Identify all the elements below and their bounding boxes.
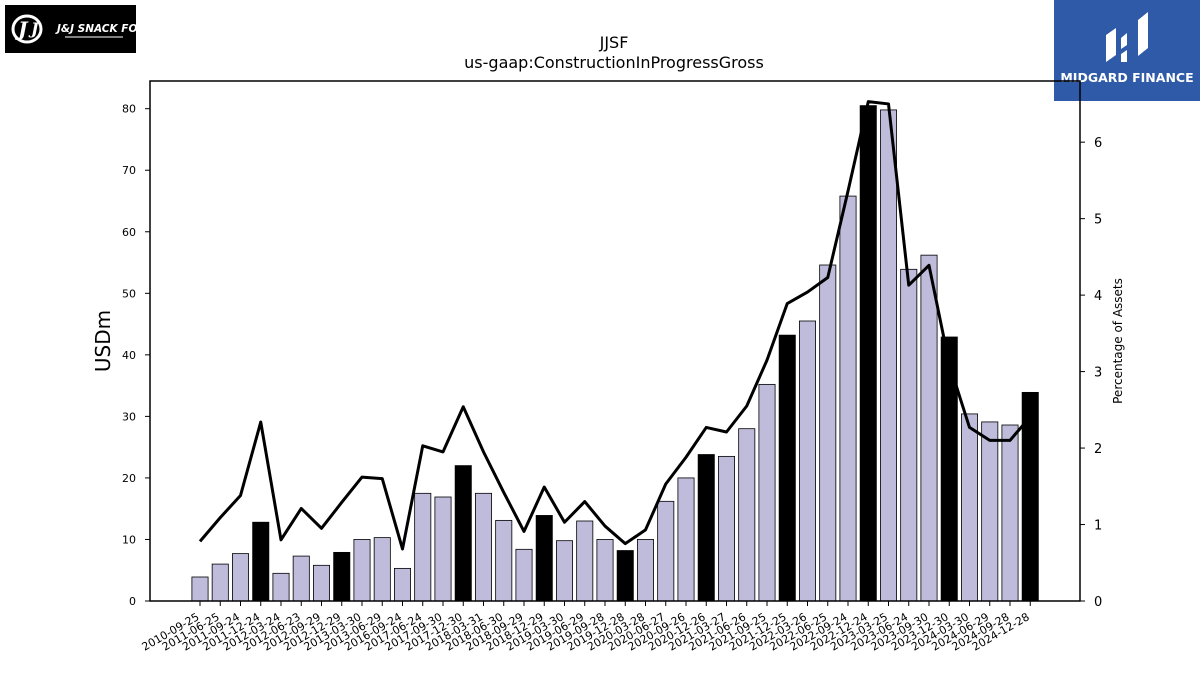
bar-2011-06-25 (211, 563, 229, 602)
jj-logo-text: J&J SNACK FOODS (55, 23, 136, 35)
bar-2019-12-28 (616, 550, 634, 602)
chart-title: JJSF (599, 33, 629, 52)
bar-2020-09-26 (677, 477, 695, 602)
midgard-finance-wordmark: MIDGARD FINANCE (1060, 70, 1194, 85)
y-axis-label-left: USDm (91, 310, 115, 372)
y-left-tick-label-0: 0 (129, 595, 136, 608)
bar-2020-06-27 (657, 500, 675, 602)
y-right-tick-label-5: 5 (1094, 213, 1102, 228)
y-left-tick-label-50: 50 (122, 287, 136, 300)
y-right-tick-label-0: 0 (1094, 595, 1102, 610)
y-right-tick-label-1: 1 (1094, 519, 1102, 534)
bar-2012-06-23 (292, 555, 310, 602)
chart-subtitle: us-gaap:ConstructionInProgressGross (464, 53, 764, 72)
bar-2024-06-29 (981, 421, 999, 602)
y-left-tick-label-80: 80 (122, 103, 136, 116)
percent-of-assets-line (198, 100, 1032, 551)
bar-2021-12-25 (778, 334, 796, 602)
y-left-tick-label-60: 60 (122, 226, 136, 239)
jj-snack-foods-logo: J J J&J SNACK FOODS (5, 5, 163, 53)
bar-2024-03-30 (961, 413, 979, 602)
bar-2022-03-26 (799, 320, 817, 602)
bar-2020-12-26 (697, 454, 715, 602)
bar-2021-09-25 (758, 383, 776, 602)
bar-2023-09-30 (920, 254, 938, 602)
bar-2012-09-29 (312, 564, 330, 602)
y-left-tick-label-10: 10 (122, 533, 136, 546)
plot-frame (149, 80, 1081, 602)
bar-2021-06-26 (738, 428, 756, 602)
bar-2012-03-24 (272, 572, 290, 602)
bar-2018-09-29 (515, 548, 533, 602)
bar-2012-12-29 (333, 551, 351, 602)
bar-2010-09-25 (191, 576, 209, 602)
bar-2013-03-30 (353, 539, 371, 602)
y-right-tick-label-3: 3 (1094, 366, 1102, 381)
line-series (198, 100, 1032, 551)
y-left-tick-label-30: 30 (122, 410, 136, 423)
y-left-tick-label-20: 20 (122, 472, 136, 485)
bar-2016-09-24 (393, 567, 411, 602)
midgard-finance-logo: MIDGARD FINANCE (1054, 0, 1200, 101)
y-left-tick-label-40: 40 (122, 349, 136, 362)
bar-2023-03-25 (880, 109, 898, 602)
bar-2023-06-24 (900, 268, 918, 602)
bar-2018-12-29 (535, 515, 553, 602)
svg-text:J: J (14, 17, 29, 41)
bar-2019-06-29 (576, 520, 594, 602)
bar-2017-09-30 (434, 496, 452, 602)
midgard-logo-mark (1106, 12, 1148, 62)
bar-2018-06-30 (495, 519, 513, 602)
bar-2021-03-27 (718, 455, 736, 602)
y-left-tick-label-70: 70 (122, 164, 136, 177)
y-right-tick-label-2: 2 (1094, 442, 1102, 457)
bar-2023-12-30 (940, 336, 958, 602)
bar-2011-12-24 (252, 521, 270, 602)
jj-logo-mark: J J (11, 14, 43, 44)
y-right-tick-label-6: 6 (1094, 136, 1102, 151)
bar-2017-12-30 (454, 465, 472, 602)
bar-2022-06-25 (819, 264, 837, 602)
bar-2022-09-24 (839, 195, 857, 602)
svg-text:J: J (28, 19, 40, 38)
bar-2024-09-28 (1001, 424, 1019, 602)
bar-2020-03-28 (637, 539, 655, 602)
bar-2013-06-29 (373, 537, 391, 602)
bar-2022-12-24 (859, 105, 877, 602)
bar-2019-03-30 (556, 540, 574, 602)
y-axis-label-right: Percentage of Assets (1111, 278, 1125, 404)
bar-2011-09-24 (231, 553, 249, 602)
y-right-tick-label-4: 4 (1094, 289, 1102, 304)
bar-2019-09-28 (596, 539, 614, 602)
bar-2018-03-31 (474, 492, 492, 602)
bar-2017-06-24 (414, 492, 432, 602)
